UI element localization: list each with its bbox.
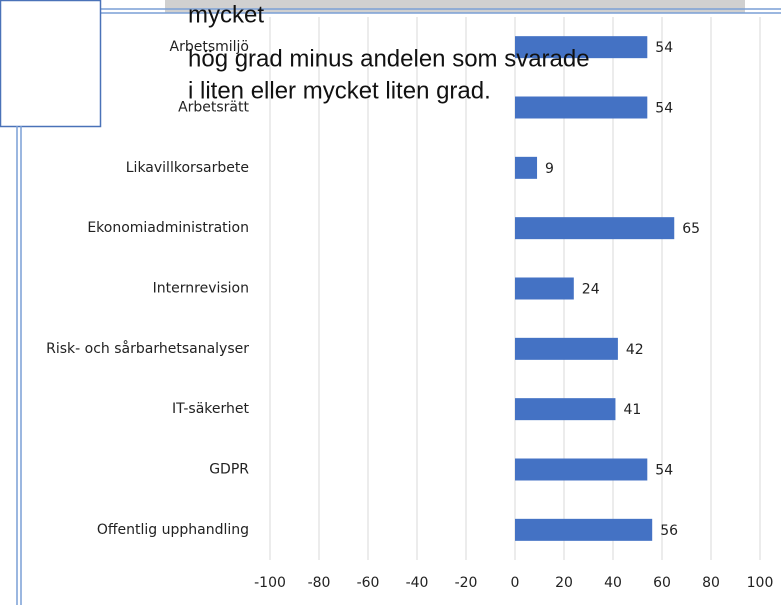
bar [515, 156, 538, 179]
x-tick-label: 100 [747, 575, 774, 591]
annotation: i liten eller mycket liten grad. [188, 77, 491, 104]
y-tick-label: Arbetsrätt [178, 100, 249, 116]
data-label: 54 [655, 463, 673, 479]
data-label: 65 [682, 221, 700, 237]
y-tick-label: Arbetsmiljö [170, 39, 250, 55]
bar [515, 337, 618, 360]
overlay-box [0, 0, 102, 128]
bar [515, 518, 653, 541]
data-label: 42 [626, 342, 644, 358]
x-tick-label: -20 [455, 575, 478, 591]
bar [515, 458, 648, 481]
data-label: 9 [545, 161, 554, 177]
x-tick-label: -100 [254, 575, 286, 591]
data-label: 41 [623, 402, 641, 418]
x-tick-label: 60 [653, 575, 671, 591]
x-tick-label: 20 [555, 575, 573, 591]
x-tick-label: 80 [702, 575, 720, 591]
bar [515, 277, 574, 300]
grid: -100 -80 -60 -40 -20 0 20 40 60 80 100 [254, 17, 773, 591]
x-tick-label: -40 [406, 575, 429, 591]
bar [515, 217, 675, 240]
x-tick-label: -80 [308, 575, 331, 591]
y-tick-label: Risk- och sårbarhetsanalyser [46, 340, 249, 357]
data-label: 54 [655, 40, 673, 56]
y-tick-label: IT-säkerhet [172, 401, 250, 417]
y-tick-label: Internrevision [153, 281, 249, 297]
y-tick-label: Ekonomiadministration [87, 220, 249, 236]
data-label: 56 [660, 523, 678, 539]
y-tick-label: GDPR [209, 462, 249, 478]
annotation: mycket [188, 1, 264, 28]
bar [515, 398, 616, 421]
bar [515, 36, 648, 59]
annotation: hög grad minus andelen som svarade [188, 45, 590, 72]
bar [515, 96, 648, 119]
data-label: 54 [655, 101, 673, 117]
x-tick-label: 40 [604, 575, 622, 591]
x-tick-label: -60 [357, 575, 380, 591]
y-tick-label: Likavillkorsarbete [126, 160, 249, 176]
data-label: 24 [582, 282, 600, 298]
bars: Arbetsmiljö 54 Arbetsrätt 54 Likavillkorsarb… [46, 36, 700, 541]
x-tick-label: 0 [511, 575, 520, 591]
y-tick-label: Offentlig upphandling [97, 522, 249, 538]
